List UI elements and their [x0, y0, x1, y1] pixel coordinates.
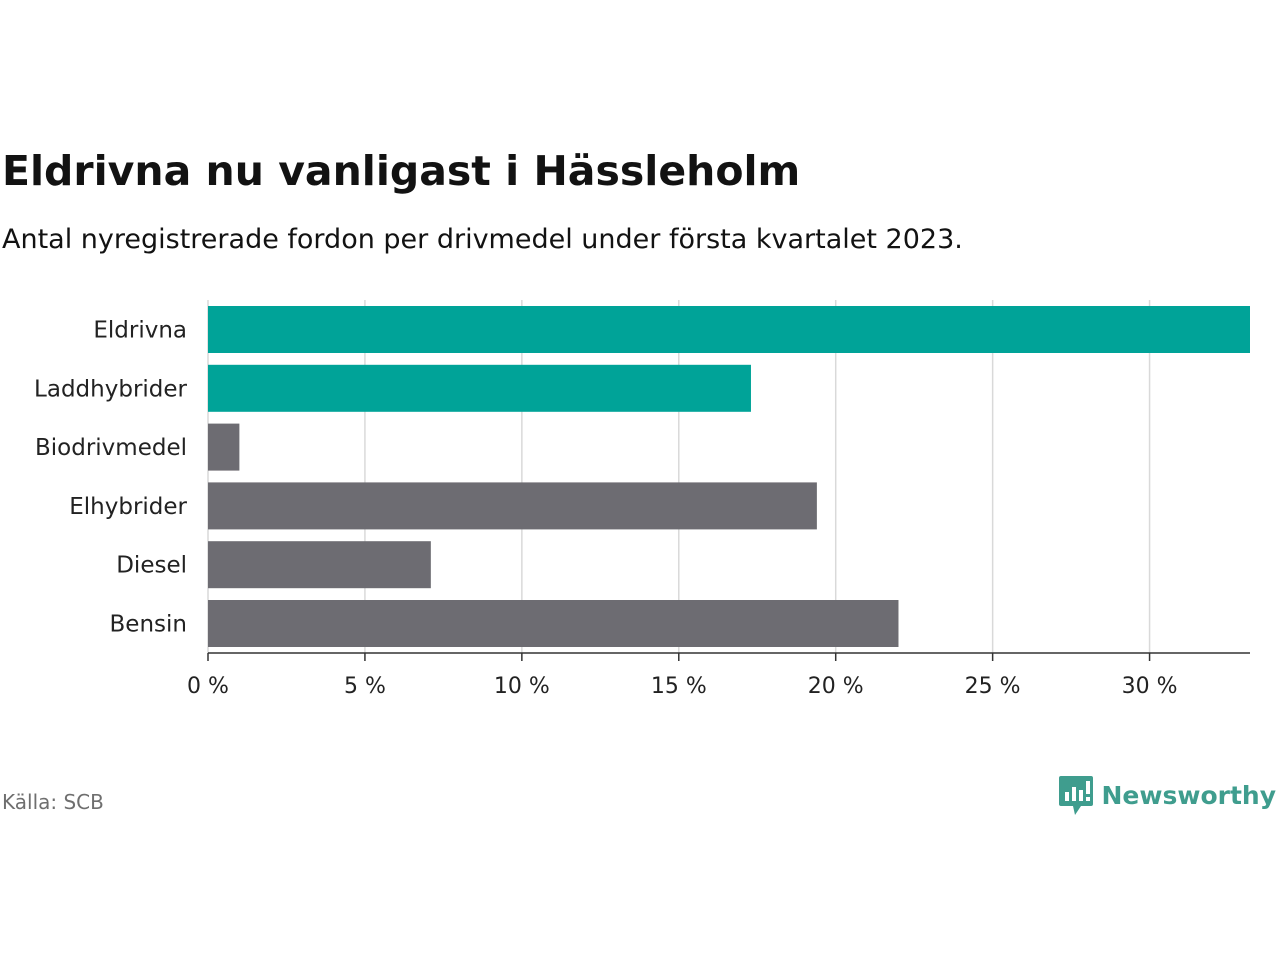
bar[interactable]: [208, 541, 431, 589]
category-label: Laddhybrider: [34, 376, 187, 402]
category-labels: Eldrivna Laddhybrider Biodrivmedel Elhybrid…: [34, 318, 187, 638]
category-label: Biodrivmedel: [35, 435, 187, 461]
bar[interactable]: [208, 306, 1250, 353]
bar[interactable]: [208, 423, 240, 471]
x-tick-label: 0 %: [187, 674, 229, 699]
x-axis: 0 % 5 % 10 % 15 % 20 % 25 % 30 %: [187, 652, 1250, 699]
x-tick-label: 25 %: [965, 674, 1021, 699]
x-tick-label: 5 %: [344, 674, 386, 699]
chart-title: Eldrivna nu vanligast i Hässleholm: [2, 147, 801, 195]
bar[interactable]: [208, 600, 899, 647]
category-label: Elhybrider: [69, 494, 187, 520]
category-label: Bensin: [110, 612, 187, 638]
newsworthy-logo[interactable]: Newsworthy: [1058, 775, 1277, 817]
x-tick-label: 10 %: [494, 674, 550, 699]
source-note: Källa: SCB: [2, 790, 104, 814]
chart-subtitle: Antal nyregistrerade fordon per drivmede…: [2, 224, 963, 255]
x-tick-label: 15 %: [651, 674, 707, 699]
category-label: Diesel: [116, 553, 187, 579]
bar[interactable]: [208, 482, 817, 530]
category-label: Eldrivna: [93, 318, 187, 344]
brand-name: Newsworthy: [1101, 781, 1277, 810]
newsworthy-logo-icon: [1058, 776, 1093, 815]
bar[interactable]: [208, 364, 751, 412]
bars: [208, 306, 1250, 647]
bar-chart: Eldrivna Laddhybrider Biodrivmedel Elhybrid…: [0, 290, 1280, 710]
grid-lines: [207, 300, 1151, 653]
x-tick-label: 30 %: [1122, 674, 1178, 699]
bar-chart-svg: Eldrivna Laddhybrider Biodrivmedel Elhybrid…: [34, 300, 1250, 699]
x-tick-label: 20 %: [808, 674, 864, 699]
